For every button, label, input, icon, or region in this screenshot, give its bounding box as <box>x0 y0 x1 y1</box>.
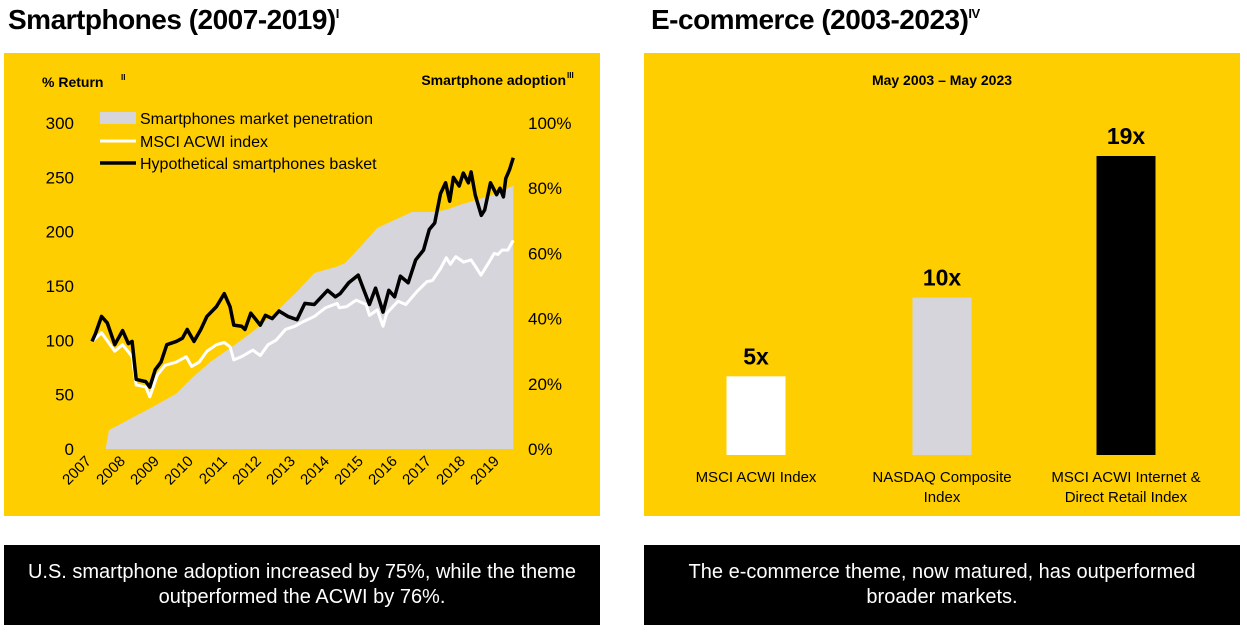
bar-category-label: Direct Retail Index <box>1065 489 1188 506</box>
smartphones-chart: 0501001502002503000%20%40%60%80%100%2007… <box>42 71 574 489</box>
x-tick-label: 2010 <box>161 453 197 489</box>
y2-axis-label-footnote: III <box>567 71 574 80</box>
bar-category-label: NASDAQ Composite <box>872 469 1011 486</box>
y-tick-label: 250 <box>46 168 74 187</box>
x-tick-label: 2016 <box>365 453 401 489</box>
y2-tick-label: 20% <box>528 375 562 394</box>
bar-category-label: MSCI ACWI Internet & <box>1051 469 1200 486</box>
right-title-footnote: IV <box>968 6 980 21</box>
legend-penetration-swatch <box>100 112 136 124</box>
y-axis-label: % Return <box>42 74 103 90</box>
x-tick-label: 2015 <box>331 453 367 489</box>
left-title-footnote: I <box>335 6 340 21</box>
bar-category-label: MSCI ACWI Index <box>696 469 817 486</box>
y-tick-label: 200 <box>46 223 74 242</box>
bar-1 <box>726 376 786 455</box>
y2-axis-label: Smartphone adoption <box>421 72 566 88</box>
y2-tick-label: 60% <box>528 244 562 263</box>
ecommerce-chart-panel: May 2003 – May 2023 5x MSCI ACWI Index 10x N… <box>644 53 1240 516</box>
smartphones-chart-panel: 0 50 100 150 200 250 300 0% 20% 40% 60% 80% 100% 2007… <box>4 53 600 516</box>
y2-tick-label: 0% <box>528 440 553 459</box>
right-title: E-commerce (2003-2023)IV <box>651 4 980 36</box>
smartphones-basket-line <box>90 157 515 389</box>
y2-tick-label: 100% <box>528 114 571 133</box>
y-tick-label: 50 <box>55 386 74 405</box>
legend-basket-label: Hypothetical smartphones basket <box>140 156 377 173</box>
bar-3 <box>1096 156 1156 455</box>
y-tick-label: 150 <box>46 277 74 296</box>
right-title-text: E-commerce (2003-2023) <box>651 4 969 35</box>
x-tick-label: 2009 <box>127 453 163 489</box>
ecommerce-caption-text: The e-commerce theme, now matured, has o… <box>688 561 1196 608</box>
ecommerce-chart: May 2003 – May 2023 5x MSCI ACWI Index 10x N… <box>696 72 1201 506</box>
msci-acwi-line <box>90 239 515 399</box>
legend-msci-label: MSCI ACWI index <box>140 134 268 151</box>
smartphones-caption: U.S. smartphone adoption increased by 75… <box>4 545 600 625</box>
x-tick-label: 2014 <box>297 453 333 489</box>
x-tick-label: 2017 <box>399 453 435 489</box>
penetration-area <box>92 185 514 450</box>
x-tick-label: 2011 <box>196 453 231 488</box>
bar-chart-title: May 2003 – May 2023 <box>872 72 1012 88</box>
x-tick-label: 2018 <box>433 453 469 489</box>
smartphones-caption-text: U.S. smartphone adoption increased by 75… <box>27 561 577 608</box>
y-tick-label: 300 <box>46 114 74 133</box>
x-tick-label: 2013 <box>263 453 299 489</box>
x-tick-label: 2012 <box>229 453 265 489</box>
bar-2 <box>912 297 972 455</box>
y-axis-label-footnote: II <box>121 73 125 82</box>
bar-data-label: 19x <box>1107 123 1146 149</box>
left-title-text: Smartphones (2007-2019) <box>8 4 336 35</box>
ecommerce-caption: The e-commerce theme, now matured, has o… <box>644 545 1240 625</box>
left-title: Smartphones (2007-2019)I <box>8 4 339 36</box>
y-tick-label: 100 <box>46 331 74 350</box>
bar-category-label: Index <box>924 489 961 506</box>
y-tick-label: 0 <box>65 440 74 459</box>
x-tick-label: 2019 <box>467 453 503 489</box>
bar-data-label: 10x <box>923 265 962 291</box>
y2-tick-label: 40% <box>528 310 562 329</box>
bar-data-label: 5x <box>743 343 769 369</box>
legend-penetration-label: Smartphones market penetration <box>140 111 373 128</box>
y2-tick-label: 80% <box>528 179 562 198</box>
x-tick-label: 2008 <box>93 453 129 489</box>
